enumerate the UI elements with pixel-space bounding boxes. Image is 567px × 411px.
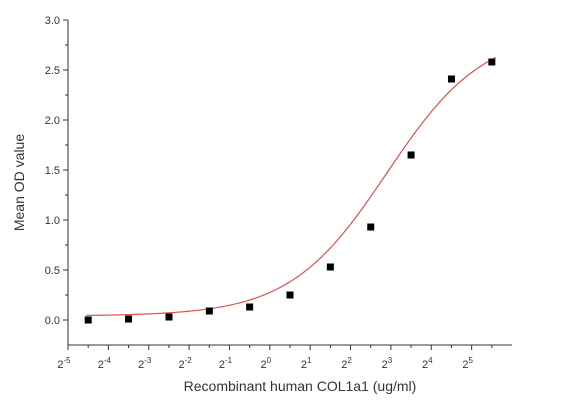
x-tick-label: 24 [422,356,433,371]
data-point [488,58,496,66]
x-tick-label: 21 [301,356,312,371]
plot-area: 0.00.51.01.52.02.53.0 2-5 2-4 2-3 2-2 2-1 20 2… [45,15,512,371]
data-point [84,316,92,324]
x-tick-label: 25 [462,356,473,371]
y-tick-label: 3.0 [45,15,60,27]
data-point [125,315,133,323]
y-tick-label: 0.0 [45,315,60,327]
y-tick-label: 0.5 [45,265,60,277]
data-point [367,223,375,231]
y-tick-label: 1.0 [45,215,60,227]
x-axis-title: Recombinant human COL1a1 (ug/ml) [184,378,417,394]
x-tick-label: 2-3 [138,356,152,371]
x-tick-label: 20 [261,356,272,371]
y-tick-label: 1.5 [45,165,60,177]
x-tick-label: 2-4 [98,356,112,371]
x-tick-label: 2-5 [57,356,71,371]
y-tick-label: 2.5 [45,65,60,77]
data-point [286,291,294,299]
data-point [447,75,455,83]
data-point [165,313,173,321]
x-tick-label: 23 [382,356,393,371]
data-points [84,58,496,324]
x-tick-label: 22 [341,356,352,371]
y-tick-label: 2.0 [45,115,60,127]
x-tick-label: 2-2 [178,356,192,371]
x-axis-ticks: 2-5 2-4 2-3 2-2 2-1 20 21 22 23 24 25 [57,345,493,371]
data-point [205,307,213,315]
y-axis-ticks: 0.0 0.5 1.0 1.5 2.0 2.5 3.0 [45,15,68,327]
data-point [246,303,254,311]
fit-curve [86,56,497,317]
data-point [326,263,334,271]
y-axis-title: Mean OD value [11,134,27,231]
x-tick-label: 2-1 [219,356,233,371]
data-point [407,151,415,159]
